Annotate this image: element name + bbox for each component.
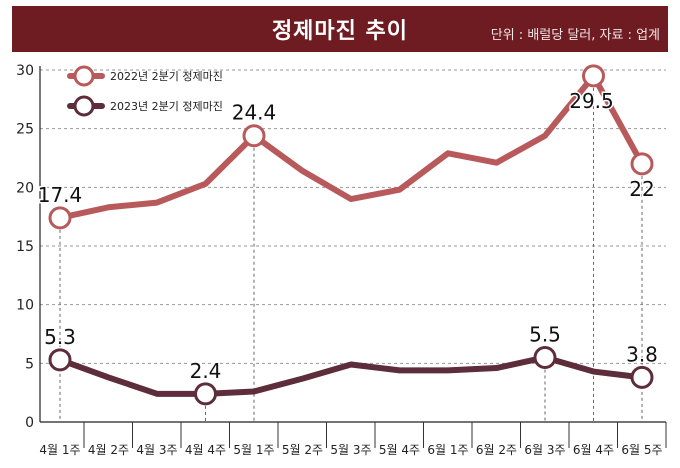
data-label: 5.3 xyxy=(44,325,76,349)
legend-label: 2023년 2분기 정제마진 xyxy=(110,100,223,113)
y-tick-label: 30 xyxy=(16,63,34,79)
x-tick-label: 4월 4주 xyxy=(185,443,226,457)
y-tick-label: 15 xyxy=(16,239,34,255)
y-tick-label: 5 xyxy=(25,356,34,372)
x-tick-label: 5월 3주 xyxy=(330,443,371,457)
y-tick-label: 25 xyxy=(16,122,34,138)
data-point-marker xyxy=(630,152,654,176)
unit-source-note: 단위 : 배럴당 달러, 자료 : 업계 xyxy=(490,28,660,43)
legend: 2022년 2분기 정제마진 2023년 2분기 정제마진 xyxy=(67,65,223,117)
data-label: 17.4 xyxy=(38,183,83,207)
title-bar xyxy=(12,6,668,52)
data-point-marker xyxy=(194,382,217,406)
data-point-marker xyxy=(630,365,654,389)
series-line-1 xyxy=(57,72,645,221)
series: 17.4 24.4 29.5 22 5.3 2.4 5.5 3.8 xyxy=(36,64,659,406)
data-label: 3.8 xyxy=(626,342,658,366)
data-label: 29.5 xyxy=(569,89,614,113)
data-point-marker xyxy=(533,345,557,369)
legend-marker xyxy=(73,65,95,87)
data-label: 22 xyxy=(629,177,654,201)
x-tick-label: 6월 3주 xyxy=(524,443,565,457)
y-tick-label: 20 xyxy=(16,180,34,196)
x-tick-label: 5월 4주 xyxy=(379,443,420,457)
x-tick-label: 6월 2주 xyxy=(476,443,517,457)
chart-title: 정제마진 추이 xyxy=(271,19,409,44)
y-tick-label: 0 xyxy=(25,415,34,431)
data-point-marker xyxy=(242,124,266,148)
x-tick-label: 4월 3주 xyxy=(136,443,177,457)
data-point-marker xyxy=(48,348,72,372)
data-label: 2.4 xyxy=(190,359,222,383)
data-label: 5.5 xyxy=(529,322,561,346)
axes: 0 5 10 15 20 25 30 4월 1주 4월 2주 4월 3주 4월 4주 5월 1주 5월 … xyxy=(16,63,667,457)
x-tick-label: 6월 1주 xyxy=(427,443,468,457)
x-tick-label: 6월 4주 xyxy=(573,443,614,457)
x-tick-label: 4월 2주 xyxy=(88,443,129,457)
x-tick-label: 6월 5주 xyxy=(621,443,662,457)
y-tick-label: 10 xyxy=(16,298,34,314)
data-point-marker xyxy=(582,64,605,88)
data-point-marker xyxy=(48,206,72,230)
grid xyxy=(40,69,666,422)
legend-marker xyxy=(73,95,95,117)
x-tick-label: 5월 1주 xyxy=(233,443,274,457)
x-tick-label: 5월 2주 xyxy=(282,443,323,457)
legend-label: 2022년 2분기 정제마진 xyxy=(110,70,223,83)
data-label: 24.4 xyxy=(232,101,277,125)
x-tick-label: 4월 1주 xyxy=(39,443,80,457)
